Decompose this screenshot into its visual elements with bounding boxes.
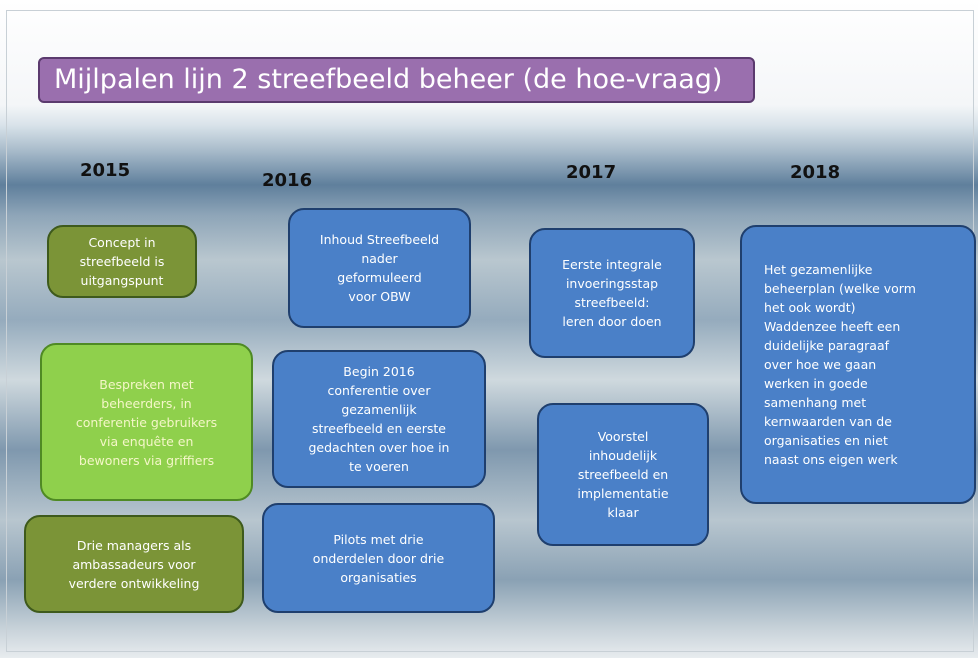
slide: Mijlpalen lijn 2 streefbeeld beheer (de …: [0, 0, 978, 658]
box-text: Het gezamenlijke: [764, 260, 873, 279]
box-text: inhoudelijk: [589, 446, 657, 465]
box-text: gezamenlijk: [341, 400, 416, 419]
box-text: streefbeeld is: [80, 252, 165, 271]
box-text: duidelijke paragraaf: [764, 336, 889, 355]
year-label: 2018: [790, 162, 840, 183]
box-text: het ook wordt): [764, 298, 856, 317]
box-text: implementatie: [577, 484, 668, 503]
box-text: klaar: [607, 503, 638, 522]
box-text: via enquête en: [100, 432, 194, 451]
box-text: Waddenzee heeft een: [764, 317, 900, 336]
box-text: Eerste integrale: [562, 255, 662, 274]
box-text: invoeringsstap: [566, 274, 658, 293]
box-text: organisaties en niet: [764, 431, 888, 450]
box-text: over hoe we gaan: [764, 355, 876, 374]
year-label: 2015: [80, 160, 130, 181]
box-text: uitgangspunt: [81, 271, 164, 290]
box-text: leren door doen: [562, 312, 661, 331]
box-text: naast ons eigen werk: [764, 450, 898, 469]
slide-title: Mijlpalen lijn 2 streefbeeld beheer (de …: [38, 57, 755, 103]
box-text: Begin 2016: [343, 362, 414, 381]
year-label: 2016: [262, 170, 312, 191]
box-text: voor OBW: [348, 287, 410, 306]
box-text: nader: [361, 249, 397, 268]
box-text: ambassadeurs voor: [72, 555, 195, 574]
box-text: beheerders, in: [101, 394, 191, 413]
box-text: Pilots met drie: [333, 530, 423, 549]
box-text: geformuleerd: [337, 268, 421, 287]
box-text: Voorstel: [598, 427, 649, 446]
box-text: samenhang met: [764, 393, 866, 412]
box-text: Inhoud Streefbeeld: [320, 230, 439, 249]
box-text: Drie managers als: [77, 536, 191, 555]
year-label: 2017: [566, 162, 616, 183]
box-text: conferentie gebruikers: [76, 413, 217, 432]
box-text: kernwaarden van de: [764, 412, 892, 431]
box-text: verdere ontwikkeling: [69, 574, 200, 593]
box-text: streefbeeld:: [575, 293, 650, 312]
box-text: conferentie over: [328, 381, 431, 400]
box-text: Bespreken met: [99, 375, 193, 394]
box-text: Concept in: [88, 233, 155, 252]
box-text: onderdelen door drie: [313, 549, 444, 568]
box-text: beheerplan (welke vorm: [764, 279, 916, 298]
box-text: organisaties: [340, 568, 416, 587]
box-text: gedachten over hoe in: [309, 438, 450, 457]
box-text: te voeren: [349, 457, 409, 476]
box-text: streefbeeld en eerste: [312, 419, 446, 438]
box-text: bewoners via griffiers: [79, 451, 214, 470]
box-text: werken in goede: [764, 374, 868, 393]
box-text: streefbeeld en: [578, 465, 668, 484]
